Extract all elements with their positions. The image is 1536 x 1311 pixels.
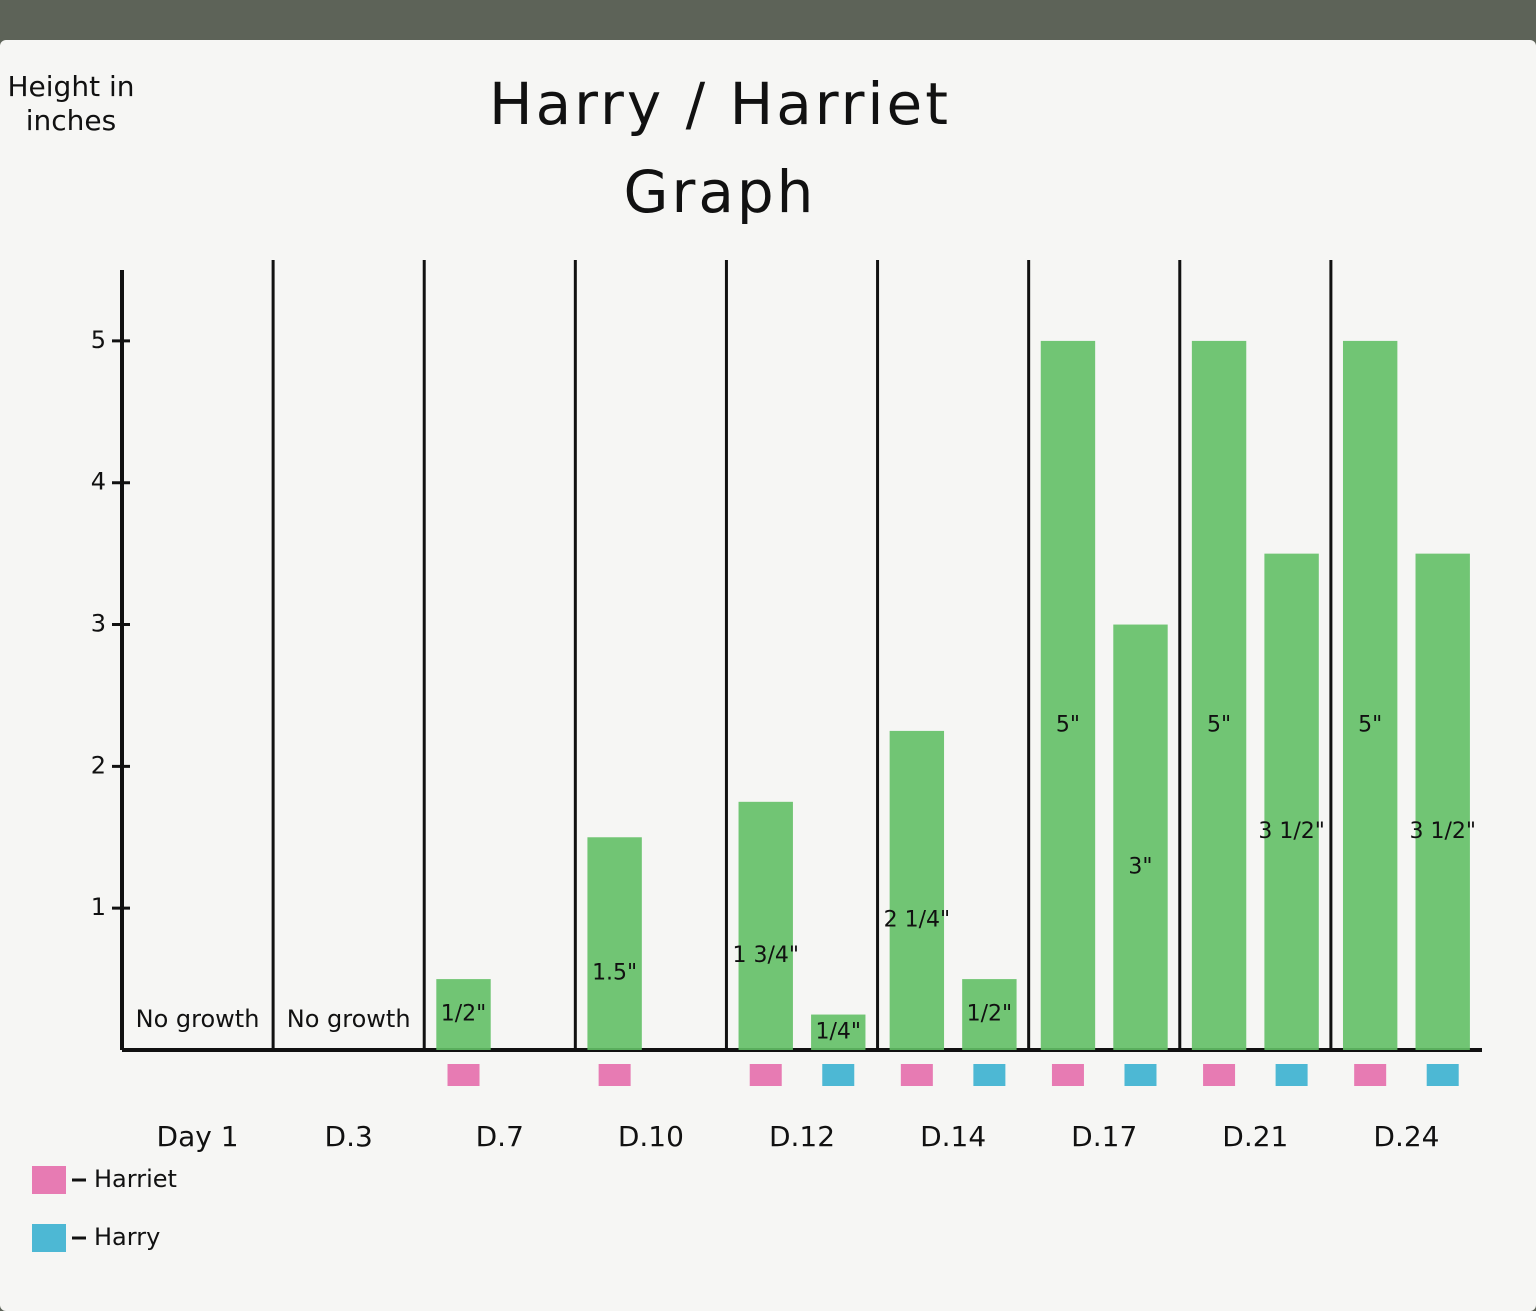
x-tick-label: D.12 [769,1120,835,1153]
series-marker [1051,1064,1084,1086]
x-tick-label: D.14 [920,1120,986,1153]
bar [1415,553,1470,1050]
series-marker [1354,1064,1387,1086]
y-axis-label: Height in inches [7,70,135,137]
x-tick-label: Day 1 [157,1120,239,1153]
chart-title: Harry / Harriet Graph [489,70,951,226]
annotation: No growth [136,1005,260,1033]
value-label: 3 1/2" [1258,819,1325,844]
y-tick-label: 4 [91,468,106,496]
series-marker [447,1064,480,1086]
series-marker [822,1064,855,1086]
series-marker [598,1064,631,1086]
series-marker [749,1064,782,1086]
y-tick-label: 5 [91,326,106,354]
y-tick-label: 2 [91,751,106,779]
value-label: 1/2" [967,1002,1013,1027]
legend-swatch [32,1224,66,1252]
y-tick-label: 1 [91,893,106,921]
series-marker [1124,1064,1157,1086]
bar [1264,553,1319,1050]
bar [436,979,491,1050]
x-tick-label: D.7 [476,1120,524,1153]
bar [1191,340,1247,1051]
legend-swatch [32,1166,66,1194]
x-tick-label: D.21 [1222,1120,1288,1153]
value-label: 1.5" [592,961,637,986]
series-marker [900,1064,933,1086]
bar [1113,624,1168,1050]
bar [889,730,945,1050]
bar [811,1014,866,1050]
series-marker [1426,1064,1459,1086]
value-label: 1/2" [441,1002,487,1027]
bar [1342,340,1398,1051]
value-label: 2 1/4" [884,907,951,932]
series-marker [1275,1064,1308,1086]
value-label: 3 1/2" [1409,819,1476,844]
value-label: 5" [1056,712,1080,737]
x-tick-label: D.17 [1071,1120,1137,1153]
value-label: 5" [1207,712,1231,737]
x-tick-label: D.10 [618,1120,684,1153]
value-label: 1/4" [816,1019,862,1044]
value-label: 3" [1128,854,1152,879]
y-tick-label: 3 [91,610,106,638]
legend-label: Harriet [94,1165,177,1193]
series-marker [973,1064,1006,1086]
series-marker [1203,1064,1236,1086]
x-tick-label: D.3 [325,1120,373,1153]
value-label: 1 3/4" [732,943,799,968]
legend-label: Harry [94,1223,160,1251]
x-tick-label: D.24 [1373,1120,1439,1153]
bar [738,801,793,1050]
bar [962,979,1017,1050]
value-label: 5" [1358,712,1382,737]
bar [587,837,642,1050]
annotation: No growth [287,1005,411,1033]
bar [1040,340,1096,1051]
